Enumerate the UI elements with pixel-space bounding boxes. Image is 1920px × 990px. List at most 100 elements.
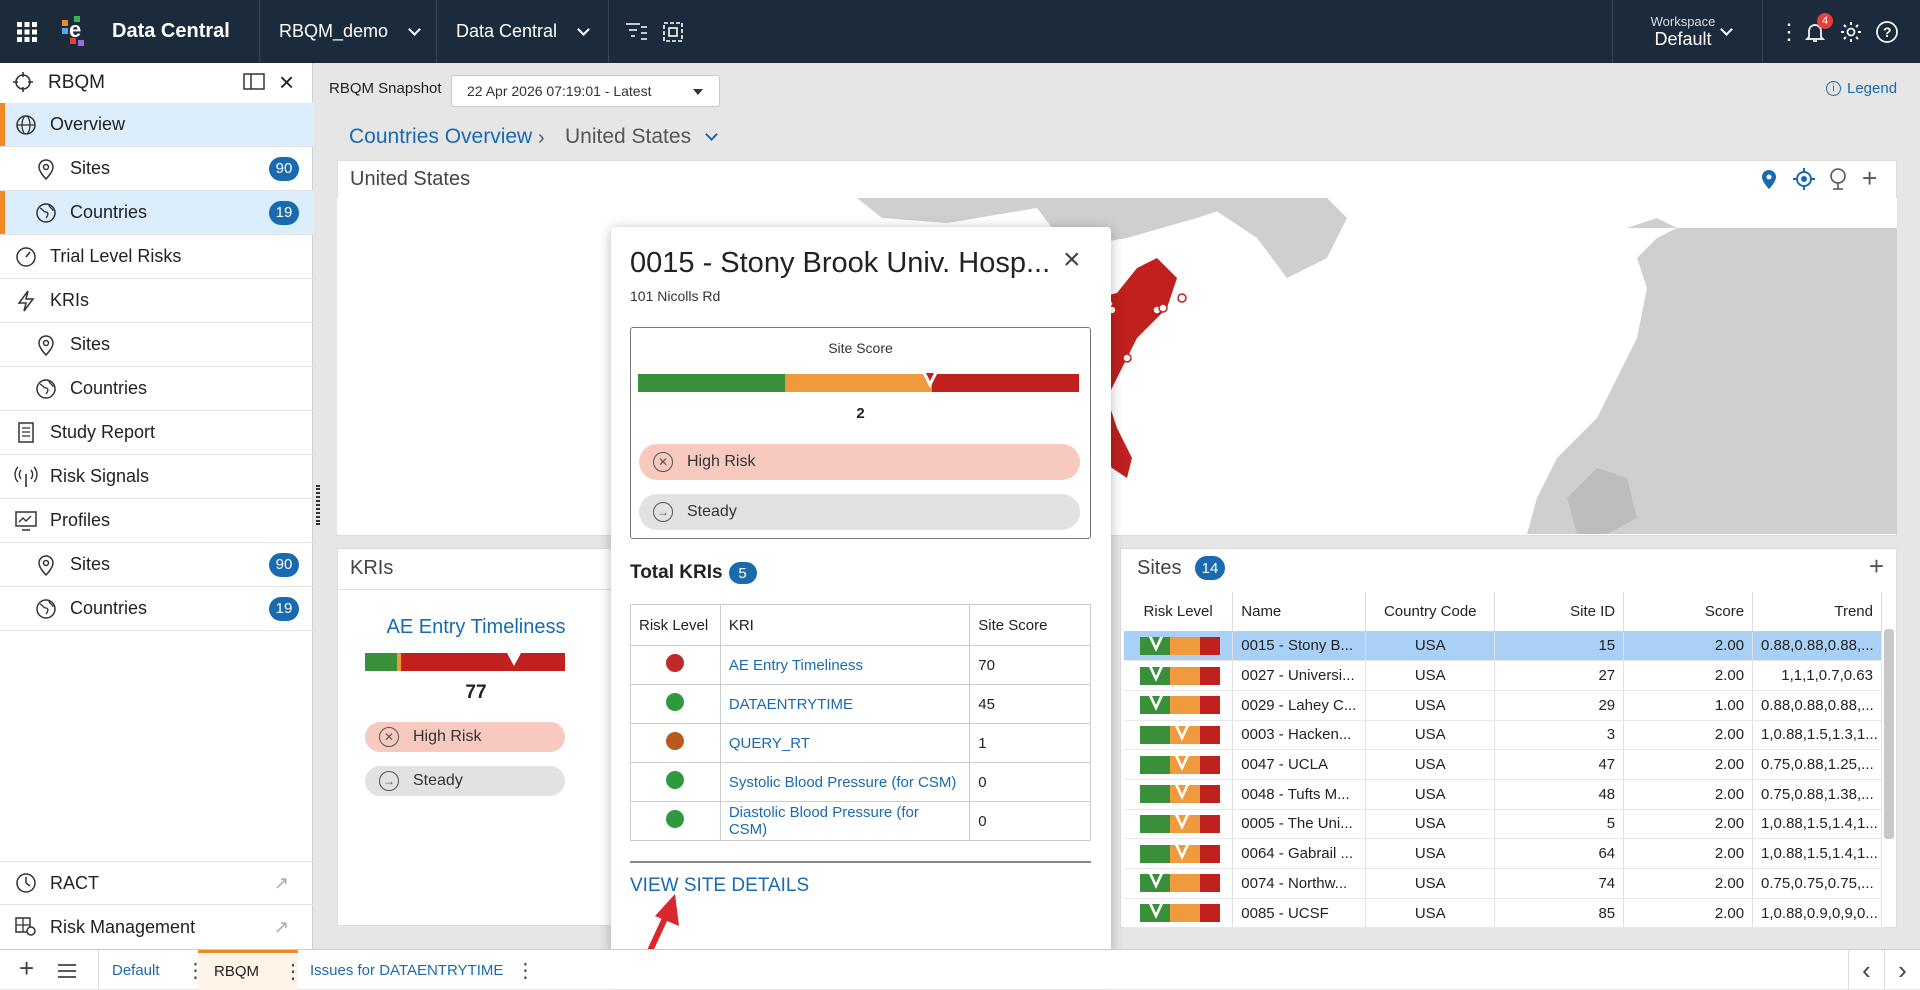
site-name-cell[interactable]: 0048 - Tufts M... [1232,779,1367,810]
column-header[interactable]: KRI [719,604,971,646]
more-vertical-icon[interactable]: ⋮ [515,959,536,982]
workspace-selector[interactable]: Workspace Default [1630,0,1736,63]
kri-link[interactable]: Diastolic Blood Pressure (for CSM) [728,804,919,838]
panel-toggle-icon[interactable] [243,72,265,98]
sites-table-row[interactable]: 0064 - Gabrail ... USA 64 2.00 1,0.88,1.5,1.… [1124,838,1882,869]
kri-name-cell[interactable]: AE Entry Timeliness [719,645,971,685]
app-grid-icon[interactable] [14,0,40,63]
globe-pin-icon[interactable] [1827,167,1849,196]
filter-icon[interactable] [625,0,649,63]
gear-icon[interactable] [1839,0,1863,63]
kri-name-cell[interactable]: QUERY_RT [719,723,971,763]
external-link-icon[interactable]: ↗ [273,916,289,937]
column-header[interactable]: Trend [1752,592,1882,632]
sites-table-row[interactable]: 0027 - Universi... USA 27 2.00 1,1,1,0.7,0.6… [1124,660,1882,691]
kri-score-cell: 0 [969,801,1091,841]
tab-rbqm[interactable]: RBQM ⋮ [198,950,303,990]
site-name-cell[interactable]: 0047 - UCLA [1232,749,1367,780]
sidebar-item-profiles[interactable]: Profiles [0,499,313,543]
site-details-popup: 0015 - Stony Brook Univ. Hosp... × 101 N… [611,227,1111,977]
sites-table-row[interactable]: 0047 - UCLA USA 47 2.00 0.75,0.88,1.25,... [1124,749,1882,780]
sites-table-row[interactable]: 0029 - Lahey C... USA 29 1.00 0.88,0.88,0.88… [1124,690,1882,721]
sidebar-item-risk-signals[interactable]: Risk Signals [0,455,313,499]
sites-table-row[interactable]: 0074 - Northw... USA 74 2.00 0.75,0.75,0.75,… [1124,868,1882,899]
site-name-cell[interactable]: 0029 - Lahey C... [1232,690,1367,721]
column-header[interactable]: Score [1623,592,1754,632]
kri-table-row[interactable]: AE Entry Timeliness 70 [630,645,1091,685]
kri-table-row[interactable]: Systolic Blood Pressure (for CSM) 0 [630,762,1091,802]
map-canvas[interactable] [337,198,1897,534]
study-dropdown[interactable]: RBQM_demo [279,0,421,63]
sidebar-item-ract[interactable]: RACT ↗ [0,861,313,905]
kri-link[interactable]: AE Entry Timeliness [728,656,864,674]
map-pin-icon[interactable] [1760,168,1778,195]
sidebar-item-kri-sites[interactable]: Sites [0,323,313,367]
breadcrumb-country-dropdown[interactable]: United States [565,125,718,149]
site-name-cell[interactable]: 0027 - Universi... [1232,660,1367,691]
sidebar-item-profile-countries[interactable]: Countries 19 [0,587,313,631]
sidebar-item-sites[interactable]: Sites 90 [0,147,313,191]
more-vertical-icon[interactable]: ⋮ [283,961,303,983]
more-vertical-icon[interactable]: ⋮ [1778,18,1800,44]
sites-table-row[interactable]: 0005 - The Uni... USA 5 2.00 1,0.88,1.5,1.4,… [1124,809,1882,840]
site-name-cell[interactable]: 0074 - Northw... [1232,868,1367,899]
site-name-cell[interactable]: 0064 - Gabrail ... [1232,838,1367,869]
kri-link[interactable]: QUERY_RT [728,734,810,752]
sidebar-item-countries[interactable]: Countries 19 [0,191,313,235]
sidebar-item-study-report[interactable]: Study Report [0,411,313,455]
site-name-cell[interactable]: 0005 - The Uni... [1232,809,1367,840]
legend-link[interactable]: i Legend [1826,80,1897,97]
tab-default[interactable]: Default ⋮ [98,950,206,990]
close-icon[interactable]: × [279,67,295,97]
site-name-cell[interactable]: 0003 - Hacken... [1232,720,1367,751]
column-header[interactable]: Name [1232,592,1367,632]
risk-level-cell [630,723,721,763]
kri-table-row[interactable]: Diastolic Blood Pressure (for CSM) 0 [630,801,1091,841]
sites-table-row[interactable]: 0003 - Hacken... USA 3 2.00 1,0.88,1.5,1.3,1… [1124,720,1882,751]
kri-link[interactable]: Systolic Blood Pressure (for CSM) [728,773,957,791]
sidebar-item-risk-management[interactable]: Risk Management ↗ [0,905,313,949]
scroll-right-icon[interactable]: › [1884,950,1920,990]
column-header[interactable]: Site Score [969,604,1091,646]
snapshot-select[interactable]: 22 Apr 2026 07:19:01 - Latest [451,75,720,107]
kri-name-cell[interactable]: Diastolic Blood Pressure (for CSM) [719,801,971,841]
chevron-down-icon[interactable] [1720,22,1733,36]
add-tab-icon[interactable]: + [19,953,35,983]
scroll-left-icon[interactable]: ‹ [1848,950,1884,990]
close-icon[interactable]: × [1063,243,1081,276]
kri-table-row[interactable]: QUERY_RT 1 [630,723,1091,763]
column-header[interactable]: Risk Level [1124,592,1234,632]
site-name-cell[interactable]: 0085 - UCSF [1232,898,1367,929]
kri-table-row[interactable]: DATAENTRYTIME 45 [630,684,1091,724]
help-icon[interactable]: ? [1875,0,1899,63]
locate-icon[interactable] [1792,167,1816,196]
sites-table-row[interactable]: 0015 - Stony B... USA 15 2.00 0.88,0.88,0.88… [1124,631,1882,662]
resize-handle[interactable] [316,485,320,525]
column-header[interactable]: Site ID [1494,592,1625,632]
external-link-icon[interactable]: ↗ [273,872,289,893]
column-header[interactable]: Country Code [1365,592,1496,632]
view-site-details-link[interactable]: VIEW SITE DETAILS [630,875,810,896]
site-name-cell[interactable]: 0015 - Stony B... [1232,631,1367,662]
module-dropdown[interactable]: Data Central [456,0,590,63]
tab-issues-dataentrytime[interactable]: Issues for DATAENTRYTIME ⋮ [298,950,538,990]
column-header[interactable]: Risk Level [630,604,721,646]
scrollbar[interactable] [1884,629,1894,839]
kri-link[interactable]: DATAENTRYTIME [728,695,853,713]
add-icon[interactable]: + [1862,163,1878,193]
notifications-icon[interactable]: 4 [1803,0,1833,63]
sidebar-item-kri-countries[interactable]: Countries [0,367,313,411]
kri-card-title[interactable]: AE Entry Timeliness [386,616,566,638]
add-icon[interactable]: + [1868,551,1884,581]
breadcrumb-countries-overview[interactable]: Countries Overview [349,125,533,148]
sidebar-item-trial-level-risks[interactable]: Trial Level Risks [0,235,313,279]
sidebar-item-overview[interactable]: Overview [0,103,313,147]
sidebar-item-profile-sites[interactable]: Sites 90 [0,543,313,587]
menu-icon[interactable] [56,963,78,983]
kri-name-cell[interactable]: Systolic Blood Pressure (for CSM) [719,762,971,802]
sidebar-item-kris[interactable]: KRIs [0,279,313,323]
sites-table-row[interactable]: 0048 - Tufts M... USA 48 2.00 0.75,0.88,1.38… [1124,779,1882,810]
kri-name-cell[interactable]: DATAENTRYTIME [719,684,971,724]
sites-table-row[interactable]: 0085 - UCSF USA 85 2.00 1,0.88,0.9,0,9,0... [1124,898,1882,929]
screen-capture-icon[interactable] [661,0,685,63]
